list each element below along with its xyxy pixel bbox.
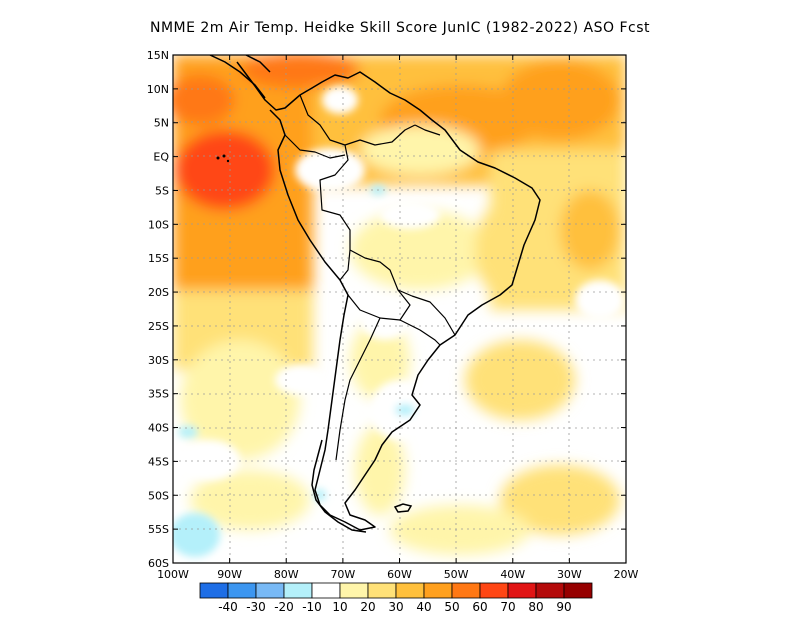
colorbar-swatch — [199, 582, 229, 599]
colorbar-swatch — [479, 582, 509, 599]
shade-satl-3 — [390, 505, 530, 555]
longitude-axis: 100W 90W 80W 70W 60W 50W 40W 30W 20W — [157, 55, 639, 581]
colorbar-swatch — [395, 582, 425, 599]
colorbar-label: -10 — [302, 600, 322, 614]
lon-label: 60W — [387, 568, 412, 581]
lat-label: EQ — [153, 151, 169, 164]
lon-label: 50W — [444, 568, 469, 581]
lat-label: 10N — [147, 83, 169, 96]
colorbar-swatch — [423, 582, 453, 599]
shade-red-panama — [173, 75, 235, 125]
lon-label: 100W — [157, 568, 189, 581]
white-satl — [575, 280, 625, 320]
shade-red-north — [240, 55, 360, 88]
colorbar-swatch — [451, 582, 481, 599]
shade-spac-1 — [180, 340, 300, 460]
shade-orange-east — [500, 60, 620, 140]
lat-label: 20S — [148, 286, 169, 299]
shade-land-south — [350, 320, 410, 400]
colorbar-label: -40 — [218, 600, 238, 614]
lat-label: 15N — [147, 49, 169, 62]
shade-land-central — [350, 210, 490, 290]
colorbar-label: 30 — [388, 600, 403, 614]
white-spac-1 — [180, 440, 240, 480]
colorbar: -40 -30 -20 -10 10 20 30 40 50 60 70 80 90 — [199, 582, 593, 614]
lon-label: 20W — [614, 568, 639, 581]
colorbar-swatch — [227, 582, 257, 599]
lat-label: 5S — [155, 184, 169, 197]
colorbar-label: 70 — [500, 600, 515, 614]
lat-label: 55S — [148, 523, 169, 536]
colorbar-label: 80 — [528, 600, 543, 614]
shade-red-eq — [175, 130, 275, 210]
lat-label: 35S — [148, 388, 169, 401]
lat-label: 40S — [148, 422, 169, 435]
south-america-coastline — [236, 61, 541, 531]
lat-label: 50S — [148, 489, 169, 502]
lon-label: 70W — [330, 568, 355, 581]
country-borders — [284, 94, 456, 461]
white-amazon-west — [295, 148, 365, 192]
blue-patch-chile — [178, 426, 198, 438]
lat-label: 25S — [148, 320, 169, 333]
colorbar-swatch — [563, 582, 593, 599]
shade-spac-2 — [190, 470, 310, 530]
lon-label: 80W — [274, 568, 299, 581]
shade-patagonia — [355, 425, 405, 515]
blue-patch-southwest — [173, 513, 220, 557]
map-title: NMME 2m Air Temp. Heidke Skill Score Jun… — [149, 20, 651, 36]
shade-land-nbrazil — [360, 125, 480, 175]
shade-satl-1 — [465, 340, 575, 420]
latitude-axis: 15N 10N 5N EQ 5S 10S 15S 20S 25S 30S 35S 40S 45S 50S 5… — [147, 49, 626, 570]
falkland-islands — [393, 503, 413, 513]
white-central-1 — [380, 201, 440, 229]
white-amazon-north — [322, 86, 358, 114]
colorbar-swatch — [311, 582, 341, 599]
white-chaco — [360, 300, 410, 340]
lat-label: 5N — [154, 117, 169, 130]
lat-label: 60S — [148, 557, 169, 570]
lon-label: 90W — [217, 568, 242, 581]
fjord-coast — [311, 439, 367, 533]
colorbar-swatch — [367, 582, 397, 599]
shade-satl-2 — [500, 465, 620, 535]
lat-label: 30S — [148, 354, 169, 367]
colorbar-label: 20 — [360, 600, 375, 614]
shade-orange-atl — [560, 190, 620, 270]
caribbean-coast — [245, 55, 271, 73]
colorbar-label: 10 — [332, 600, 347, 614]
colorbar-label: 40 — [416, 600, 431, 614]
colorbar-label: 90 — [556, 600, 571, 614]
white-satl-2 — [590, 400, 626, 460]
colorbar-label: -20 — [274, 600, 294, 614]
shade-land-east — [475, 205, 525, 295]
colorbar-swatch — [507, 582, 537, 599]
colorbar-label: 50 — [444, 600, 459, 614]
colorbar-swatch — [255, 582, 285, 599]
lon-label: 30W — [557, 568, 582, 581]
map-grid — [173, 55, 626, 563]
lat-label: 10S — [148, 218, 169, 231]
lat-label: 15S — [148, 252, 169, 265]
colorbar-label: -30 — [246, 600, 266, 614]
blue-patch-patagonia — [395, 404, 415, 416]
colorbar-swatch — [535, 582, 565, 599]
colorbar-swatch — [283, 582, 313, 599]
colorbar-label: 60 — [472, 600, 487, 614]
galapagos-islands — [216, 154, 230, 163]
colorbar-swatch — [339, 582, 369, 599]
central-america-coastline — [209, 55, 266, 99]
white-spac-2 — [275, 365, 325, 395]
lon-label: 40W — [500, 568, 525, 581]
lat-label: 45S — [148, 455, 169, 468]
skill-score-field — [173, 55, 626, 563]
